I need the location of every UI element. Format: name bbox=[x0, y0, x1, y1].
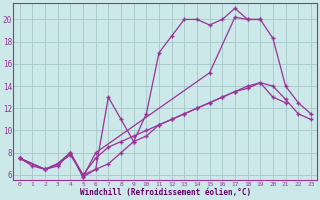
X-axis label: Windchill (Refroidissement éolien,°C): Windchill (Refroidissement éolien,°C) bbox=[80, 188, 251, 197]
